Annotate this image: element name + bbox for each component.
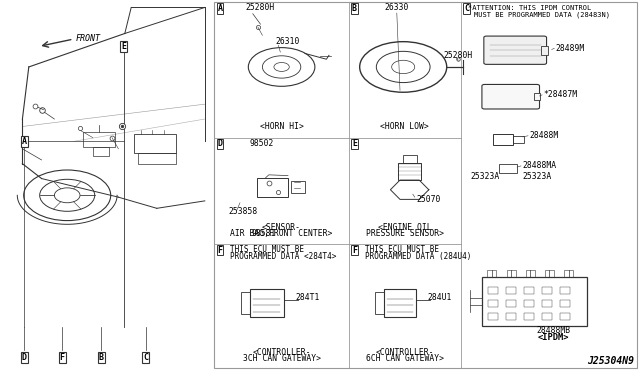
Text: 284U1: 284U1 — [428, 294, 452, 302]
Text: D: D — [218, 140, 223, 148]
Text: C: C — [464, 4, 469, 13]
Text: 26330: 26330 — [384, 3, 408, 12]
Bar — [488, 287, 499, 294]
Text: 26310: 26310 — [275, 37, 300, 46]
Bar — [559, 287, 570, 294]
Bar — [507, 270, 516, 277]
Bar — [559, 313, 570, 320]
Text: D: D — [22, 353, 27, 362]
Bar — [488, 270, 497, 277]
Text: 98581: 98581 — [252, 229, 276, 238]
Text: E: E — [352, 140, 357, 148]
Bar — [506, 300, 516, 307]
Bar — [526, 270, 535, 277]
Bar — [134, 134, 176, 153]
Bar — [534, 93, 540, 100]
Text: <ENGINE OIL: <ENGINE OIL — [378, 224, 431, 232]
Text: 3CH CAN GATEWAY>: 3CH CAN GATEWAY> — [243, 354, 321, 363]
Text: FRONT: FRONT — [76, 34, 100, 43]
Text: *28487M: *28487M — [543, 90, 577, 99]
Bar — [559, 300, 570, 307]
FancyBboxPatch shape — [484, 36, 547, 64]
Text: PROGRAMMED DATA <284T4>: PROGRAMMED DATA <284T4> — [230, 251, 337, 260]
Text: B: B — [99, 353, 104, 362]
Text: 25323A: 25323A — [522, 172, 552, 181]
Bar — [241, 292, 250, 314]
Text: 98502: 98502 — [250, 139, 274, 148]
Text: E: E — [121, 42, 126, 51]
Text: 28488M: 28488M — [529, 131, 559, 140]
Text: *ATTENTION: THIS IPDM CONTROL: *ATTENTION: THIS IPDM CONTROL — [468, 5, 592, 11]
Text: AIR BAG,FRONT CENTER>: AIR BAG,FRONT CENTER> — [230, 229, 333, 238]
Text: THIS ECU MUST BE: THIS ECU MUST BE — [230, 245, 305, 254]
Text: F: F — [352, 246, 357, 254]
Text: A: A — [218, 4, 223, 13]
Text: F: F — [218, 246, 223, 254]
Text: <CONTROLLER-: <CONTROLLER- — [252, 348, 311, 357]
Text: B: B — [352, 4, 357, 13]
Bar — [488, 300, 499, 307]
Bar — [541, 300, 552, 307]
Text: <HORN LOW>: <HORN LOW> — [380, 122, 429, 131]
Bar — [291, 181, 305, 193]
Bar — [564, 270, 573, 277]
Bar — [257, 178, 288, 197]
Text: 253858: 253858 — [228, 207, 258, 216]
Bar — [214, 2, 637, 368]
Text: J25304N9: J25304N9 — [588, 356, 634, 366]
Text: 284T1: 284T1 — [295, 294, 319, 302]
Bar — [83, 132, 115, 147]
Text: THIS ECU MUST BE: THIS ECU MUST BE — [365, 245, 439, 254]
Text: MUST BE PROGRAMMED DATA (28483N): MUST BE PROGRAMMED DATA (28483N) — [474, 12, 610, 18]
Text: 28488MB: 28488MB — [536, 326, 571, 335]
Text: 28488MA: 28488MA — [522, 161, 556, 170]
Text: <CONTROLLER-: <CONTROLLER- — [376, 348, 434, 357]
Bar — [524, 287, 534, 294]
Text: PRESSURE SENSOR>: PRESSURE SENSOR> — [366, 229, 444, 238]
Bar — [384, 289, 416, 317]
Bar — [375, 292, 384, 314]
Text: <SENSOR-: <SENSOR- — [262, 224, 301, 232]
Text: 25323A: 25323A — [470, 172, 500, 181]
Text: 25280H: 25280H — [245, 3, 275, 12]
Text: C: C — [143, 353, 148, 362]
FancyBboxPatch shape — [482, 84, 540, 109]
Bar — [398, 163, 421, 180]
Bar — [499, 164, 517, 173]
Text: A: A — [22, 137, 27, 146]
Bar — [541, 287, 552, 294]
Bar — [506, 287, 516, 294]
Text: <IPDM>: <IPDM> — [538, 333, 570, 342]
Text: 25070: 25070 — [416, 195, 440, 203]
Bar — [513, 136, 524, 143]
Bar — [403, 155, 417, 163]
Text: F: F — [60, 353, 65, 362]
Text: 28489M: 28489M — [556, 44, 585, 53]
Bar — [524, 313, 534, 320]
Text: <HORN HI>: <HORN HI> — [260, 122, 303, 131]
Bar — [250, 289, 284, 317]
Bar — [545, 270, 554, 277]
Bar — [541, 46, 548, 55]
Text: 6CH CAN GATEWAY>: 6CH CAN GATEWAY> — [366, 354, 444, 363]
Bar — [138, 153, 176, 164]
Bar — [488, 313, 499, 320]
Bar — [493, 134, 513, 145]
Bar — [524, 300, 534, 307]
Bar — [506, 313, 516, 320]
Bar — [481, 277, 588, 326]
Text: 25280H: 25280H — [444, 51, 473, 60]
Bar — [541, 313, 552, 320]
Bar — [93, 147, 109, 156]
Text: PROGRAMMED DATA (284U4): PROGRAMMED DATA (284U4) — [365, 251, 471, 260]
